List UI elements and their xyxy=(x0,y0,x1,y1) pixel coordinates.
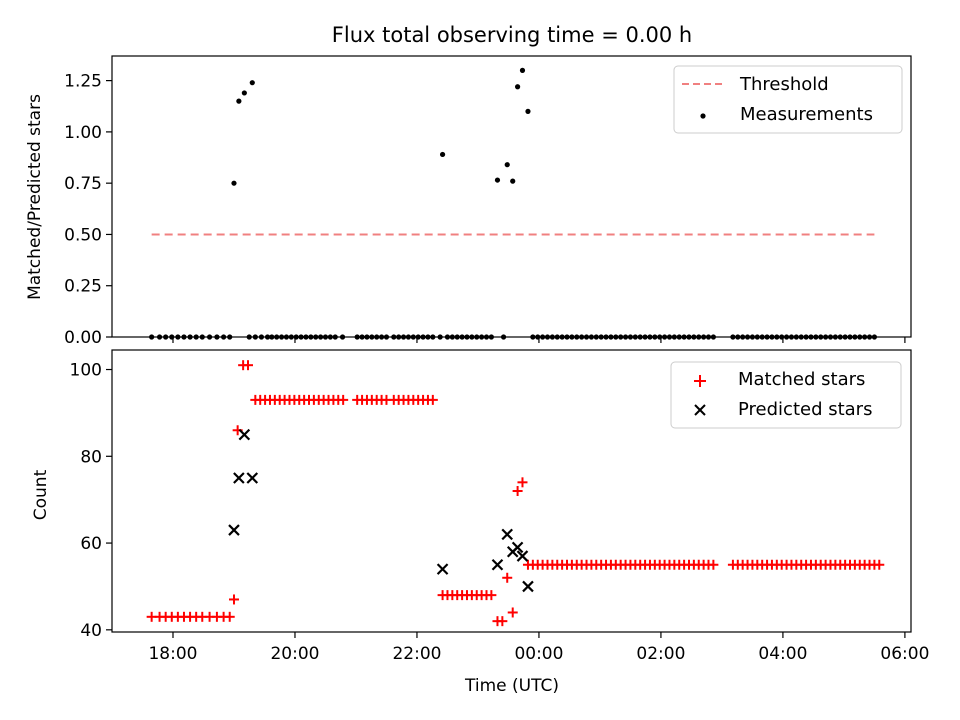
measurement-point xyxy=(439,151,446,158)
legend-predicted-label: Predicted stars xyxy=(738,399,872,420)
legend-predicted-swatch xyxy=(694,404,706,416)
matched-stars-point xyxy=(517,477,528,488)
ratio-panel-frame xyxy=(111,55,912,338)
matched-stars-point xyxy=(507,607,518,618)
y-tick-label: 0.25 xyxy=(64,277,102,297)
measurement-point xyxy=(504,162,510,168)
y-tick-label: 1.25 xyxy=(64,72,102,92)
x-tick-label: 06:00 xyxy=(880,644,929,664)
measurement-point xyxy=(514,84,521,90)
legend-matched-swatch xyxy=(694,375,706,387)
count-panel-legend: Matched stars Predicted stars xyxy=(670,361,902,429)
matched-stars-point xyxy=(512,486,523,496)
legend-measurements-label: Measurements xyxy=(740,104,873,125)
matched-stars-point xyxy=(502,572,513,583)
x-tick-label: 04:00 xyxy=(758,644,807,664)
y-tick-label: 0.00 xyxy=(64,328,102,348)
predicted-stars-point xyxy=(233,472,245,484)
measurement-point xyxy=(525,108,531,114)
count-panel-xlabel: Time (UTC) xyxy=(464,676,559,696)
matched-stars-point xyxy=(874,559,885,570)
ratio-panel-ticks: 0.00 0.25 0.50 0.75 1.00 1.25 xyxy=(64,72,906,348)
chart-title: Flux total observing time = 0.00 h xyxy=(332,23,692,47)
y-tick-label: 1.00 xyxy=(64,123,102,143)
measurement-point xyxy=(510,178,516,184)
count-panel: 40 60 80 100 18:00 20:00 22:00 00:00 02:00 04:00 0… xyxy=(31,349,930,696)
measurement-point xyxy=(236,98,242,104)
matched-stars-point xyxy=(224,611,235,622)
x-tick-label: 22:00 xyxy=(392,644,441,664)
ratio-panel-ylabel: Matched/Predicted stars xyxy=(25,94,45,300)
count-panel-marks xyxy=(146,360,885,627)
ratio-panel-legend: Threshold Measurements xyxy=(673,65,903,134)
legend-measurements-swatch xyxy=(700,113,706,119)
measurement-point xyxy=(249,80,255,86)
predicted-stars-point xyxy=(228,524,240,536)
y-tick-label: 80 xyxy=(80,447,102,467)
y-tick-label: 0.75 xyxy=(64,174,102,194)
x-tick-label: 18:00 xyxy=(148,644,197,664)
x-tick-label: 20:00 xyxy=(270,644,319,664)
matched-stars-point xyxy=(497,616,508,627)
y-tick-label: 100 xyxy=(70,361,102,381)
legend-frame xyxy=(673,65,903,134)
matched-stars-point xyxy=(708,559,719,570)
y-tick-label: 60 xyxy=(80,534,102,554)
count-panel-frame xyxy=(111,349,912,633)
measurement-point xyxy=(241,90,247,96)
y-tick-label: 0.50 xyxy=(64,225,102,245)
x-tick-label: 02:00 xyxy=(636,644,685,664)
y-tick-label: 40 xyxy=(80,621,102,641)
measurement-point xyxy=(231,180,237,186)
legend-threshold-label: Threshold xyxy=(739,74,829,95)
predicted-stars-point xyxy=(511,541,524,554)
matched-stars-point xyxy=(243,360,254,371)
measurement-point xyxy=(494,177,501,183)
legend-frame xyxy=(670,361,902,429)
matched-stars-point xyxy=(228,594,239,605)
count-panel-ticks: 40 60 80 100 18:00 20:00 22:00 00:00 02:00 04:00 0… xyxy=(70,361,930,664)
predicted-stars-point xyxy=(522,580,534,593)
matched-stars-point xyxy=(486,590,497,601)
measurement-point xyxy=(519,67,526,73)
matched-stars-point xyxy=(427,394,438,405)
predicted-stars-point xyxy=(436,563,449,575)
x-tick-label: 00:00 xyxy=(514,644,563,664)
matched-stars-point xyxy=(338,394,349,405)
predicted-stars-point xyxy=(246,472,259,484)
predicted-stars-point xyxy=(501,528,514,541)
predicted-stars-point xyxy=(491,558,504,571)
legend-matched-label: Matched stars xyxy=(738,369,865,390)
predicted-stars-point xyxy=(238,428,251,441)
ratio-panel: 0.00 0.25 0.50 0.75 1.00 1.25 Matched/Predict… xyxy=(25,55,912,348)
predicted-stars-point xyxy=(516,550,529,562)
count-panel-ylabel: Count xyxy=(31,469,51,520)
